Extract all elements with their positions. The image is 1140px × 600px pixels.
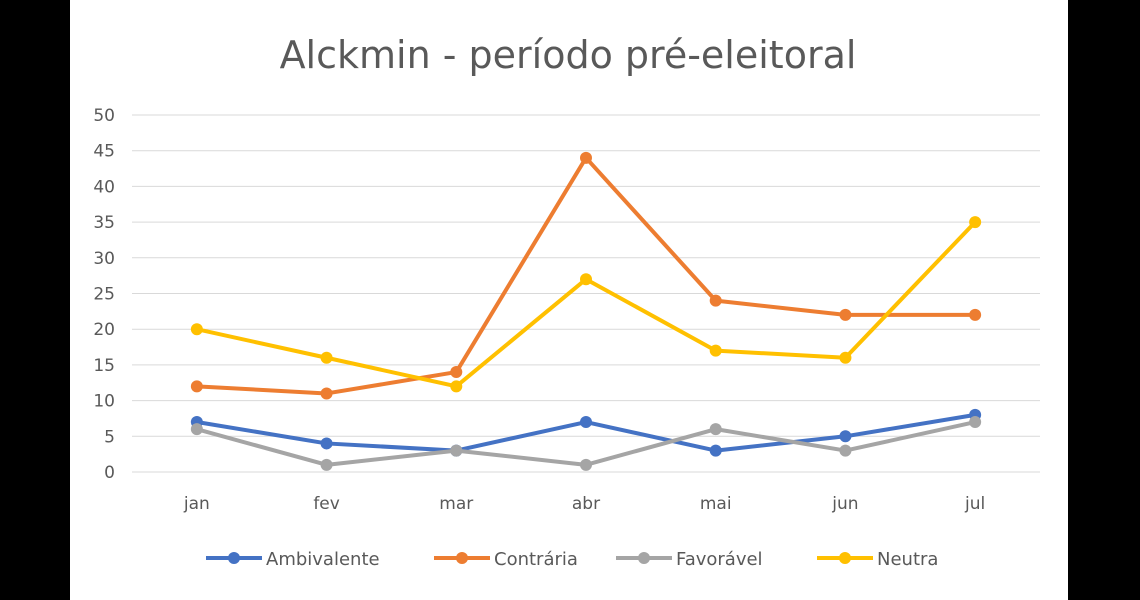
x-tick-label: fev — [313, 494, 340, 514]
series-neutra — [190, 216, 982, 393]
data-point — [190, 423, 203, 436]
x-tick-label: mai — [700, 494, 732, 514]
data-point — [580, 151, 592, 164]
data-point — [839, 444, 852, 457]
series-ambivalente — [190, 408, 982, 457]
y-tick-label: 25 — [93, 285, 115, 305]
data-point — [320, 437, 333, 450]
series-favorável — [190, 416, 982, 471]
series-line — [194, 420, 978, 467]
data-point — [709, 294, 722, 307]
data-point — [969, 416, 982, 429]
data-point — [450, 444, 463, 457]
y-tick-label: 20 — [93, 320, 115, 340]
legend-label: Favorável — [676, 549, 763, 570]
data-point — [450, 366, 463, 379]
series-line — [194, 220, 978, 389]
y-tick-label: 35 — [93, 213, 115, 233]
line-chart: Alckmin - período pré-eleitoral 0 5 10 15 20… — [93, 33, 1040, 570]
legend-swatch-marker — [456, 552, 468, 564]
series-contrária — [190, 151, 982, 400]
y-axis-ticks: 0 5 10 15 20 25 30 35 40 45 50 — [93, 106, 115, 483]
data-point — [839, 430, 852, 443]
x-tick-label: jul — [964, 494, 985, 514]
data-point — [450, 380, 463, 393]
data-point — [709, 444, 722, 457]
y-tick-label: 5 — [104, 427, 115, 447]
legend-label: Ambivalente — [266, 549, 380, 570]
legend: Ambivalente Contrária Favorável Neutra — [206, 549, 938, 570]
y-tick-label: 30 — [93, 249, 115, 269]
data-point — [190, 323, 203, 336]
data-point — [320, 458, 333, 471]
legend-item-neutra: Neutra — [817, 549, 938, 570]
data-point — [969, 308, 982, 321]
chart-title: Alckmin - período pré-eleitoral — [280, 33, 857, 77]
y-tick-label: 40 — [93, 177, 115, 197]
legend-item-ambivalente: Ambivalente — [206, 549, 380, 570]
legend-swatch-marker — [839, 552, 851, 564]
data-point — [839, 308, 852, 321]
legend-label: Neutra — [877, 549, 938, 570]
x-tick-label: mar — [439, 494, 473, 514]
legend-item-contrária: Contrária — [434, 549, 578, 570]
data-point — [190, 380, 203, 393]
data-point — [709, 423, 722, 436]
legend-swatch-marker — [638, 552, 650, 564]
legend-item-favorável: Favorável — [616, 549, 763, 570]
data-point — [580, 273, 592, 286]
x-tick-label: jan — [183, 494, 210, 514]
chart-panel: Alckmin - período pré-eleitoral 0 5 10 15 20… — [70, 0, 1068, 600]
y-tick-label: 15 — [93, 356, 115, 376]
y-tick-label: 0 — [104, 463, 115, 483]
y-tick-label: 45 — [93, 142, 115, 162]
data-point — [320, 351, 333, 364]
data-point — [969, 216, 982, 229]
series-lines — [190, 151, 982, 471]
data-point — [709, 344, 722, 357]
x-tick-label: jun — [831, 494, 858, 514]
data-point — [839, 351, 852, 364]
data-point — [320, 387, 333, 400]
y-tick-label: 10 — [93, 392, 115, 412]
legend-swatch-marker — [228, 552, 240, 564]
data-point — [580, 458, 592, 471]
legend-label: Contrária — [494, 549, 578, 570]
data-point — [580, 416, 592, 429]
y-tick-label: 50 — [93, 106, 115, 126]
x-tick-label: abr — [572, 494, 600, 514]
x-axis-ticks: jan fev mar abr mai jun jul — [183, 494, 985, 514]
